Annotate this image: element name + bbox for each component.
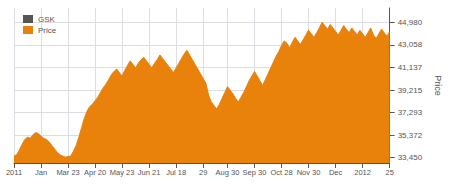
svg-text:2012: 2012 [354,168,371,177]
svg-text:May 23: May 23 [110,168,135,177]
svg-text:Sep 30: Sep 30 [243,168,267,177]
svg-text:Price: Price [433,75,443,96]
svg-text:Price: Price [38,26,57,35]
svg-text:41,137: 41,137 [398,63,423,72]
svg-text:GSK: GSK [38,15,56,24]
svg-text:Jul 18: Jul 18 [166,168,186,177]
svg-text:43,058: 43,058 [398,40,423,49]
svg-text:44,980: 44,980 [398,18,423,27]
svg-text:37,293: 37,293 [398,108,423,117]
svg-text:Dec: Dec [329,168,343,177]
svg-text:Nov 30: Nov 30 [297,168,321,177]
svg-text:2011: 2011 [6,168,22,177]
svg-text:Oct 28: Oct 28 [270,168,292,177]
svg-text:Jun 21: Jun 21 [138,168,161,177]
svg-text:Apr 20: Apr 20 [84,168,106,177]
svg-text:29: 29 [199,168,207,177]
svg-text:33,450: 33,450 [398,153,423,162]
svg-text:25: 25 [385,168,393,177]
svg-text:Mar 23: Mar 23 [56,168,79,177]
svg-text:Jan: Jan [35,168,47,177]
svg-text:39,215: 39,215 [398,86,423,95]
svg-text:Aug 30: Aug 30 [216,168,240,177]
svg-text:35,372: 35,372 [398,131,423,140]
